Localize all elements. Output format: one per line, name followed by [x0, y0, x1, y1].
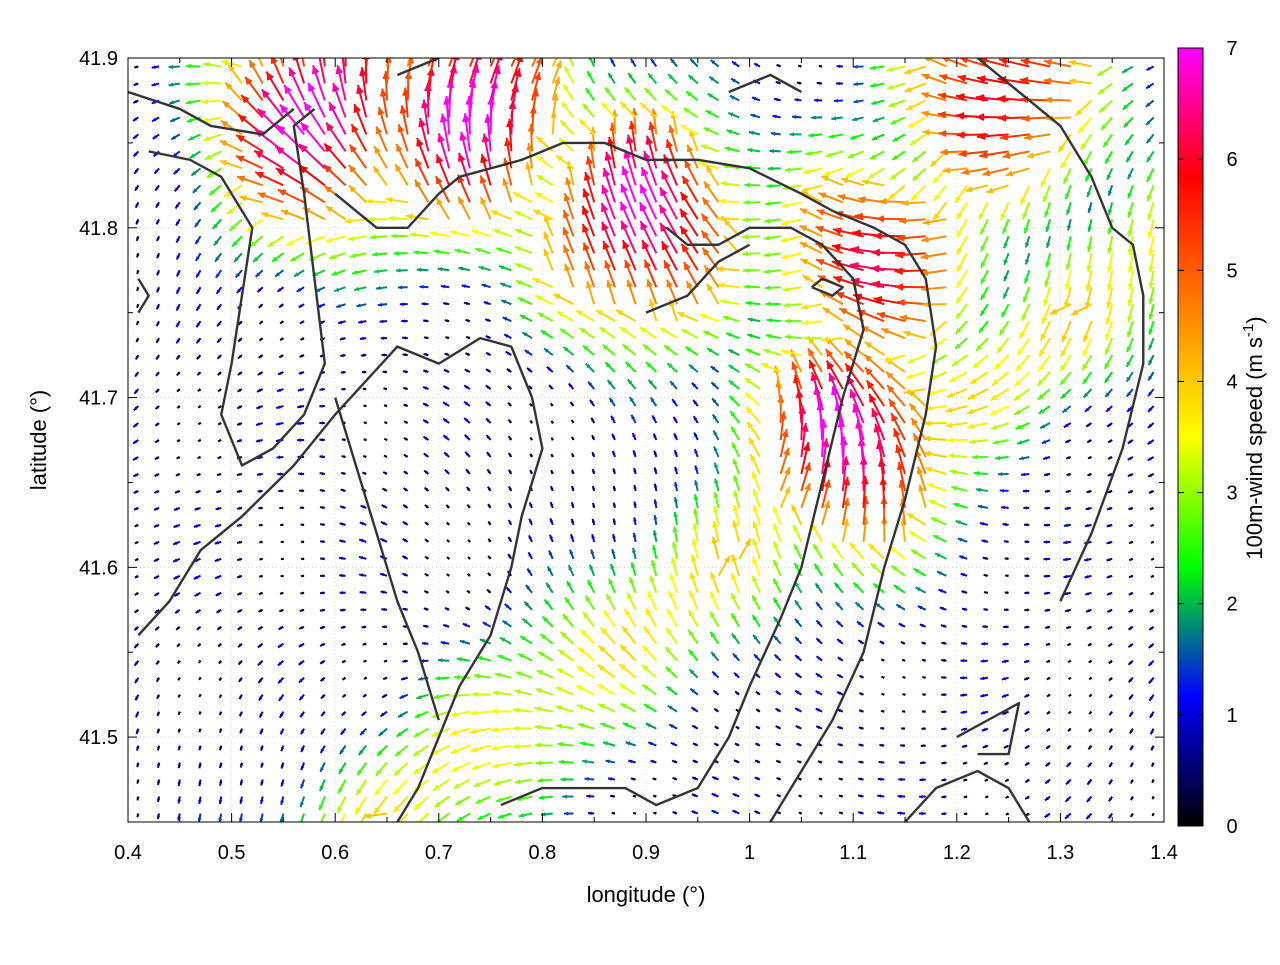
wind-arrow-head [274, 41, 280, 49]
wind-arrow-head [557, 45, 563, 52]
wind-arrow-head [566, 50, 571, 56]
wind-arrow-head [342, 34, 350, 43]
wind-arrow-head [409, 41, 415, 48]
wind-arrow-head [337, 825, 342, 832]
wind-arrow-shaft [366, 51, 367, 84]
wind-arrow-head [537, 42, 543, 50]
wind-arrow-head [517, 40, 524, 48]
wind-arrow-head [475, 39, 482, 47]
wind-arrow-head [316, 49, 324, 58]
wind-arrow-head [387, 40, 394, 48]
wind-arrow-head [393, 823, 399, 830]
wind-arrow-head [365, 36, 372, 44]
wind-arrow-head [453, 39, 460, 47]
wind-arrow-head [431, 40, 438, 48]
wind-arrow-head [319, 35, 327, 44]
wind-arrow-head [497, 39, 504, 47]
wind-arrow-head [318, 823, 323, 829]
wind-arrow-head [296, 37, 303, 45]
wind-arrow-head [253, 44, 259, 51]
wind-arrow-head [339, 49, 347, 58]
wind-arrow-head [355, 826, 361, 833]
